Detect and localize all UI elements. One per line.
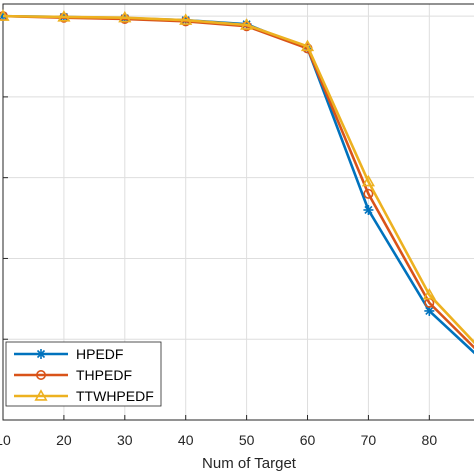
legend: HPEDF THPEDF TTWHPEDF [5,341,162,407]
data-series [0,9,474,355]
legend-label: TTWHPEDF [76,388,154,404]
data-point [57,10,71,22]
data-point [0,9,10,21]
series-thpedf [0,11,474,350]
data-point [424,305,435,316]
data-point [361,174,375,187]
legend-marker [35,369,46,380]
data-point [363,204,374,215]
legend-marker [34,389,48,401]
series-line [2,14,474,350]
data-point [179,13,193,25]
plot-area-frame [2,3,474,421]
x-tick-label: 10 [0,432,11,448]
series-ttwhpedf [0,9,474,345]
x-tick-label: 80 [422,432,438,448]
legend-item-ttwhpedf: TTWHPEDF [14,388,154,404]
data-point [363,188,374,199]
series-hpedf [0,11,474,355]
x-tick-label: 30 [117,432,133,448]
x-tick-label: 40 [178,432,194,448]
series-line [2,14,474,345]
x-tick-label: 20 [56,432,72,448]
legend-label: THPEDF [76,367,132,383]
x-tick-labels: 10 20 30 40 50 60 70 80 [0,432,437,448]
legend-item-hpedf: HPEDF [14,346,123,362]
legend-marker [36,349,46,359]
series-line [2,14,474,355]
x-tick-label: 50 [239,432,255,448]
x-tick-label: 70 [361,432,377,448]
legend-label: HPEDF [76,346,123,362]
data-point [422,287,436,300]
x-axis-label: Num of Target [202,455,297,472]
data-point [118,10,132,23]
data-point [300,39,315,52]
legend-item-thpedf: THPEDF [14,367,132,383]
x-tick-label: 60 [300,432,316,448]
data-point [240,18,254,30]
